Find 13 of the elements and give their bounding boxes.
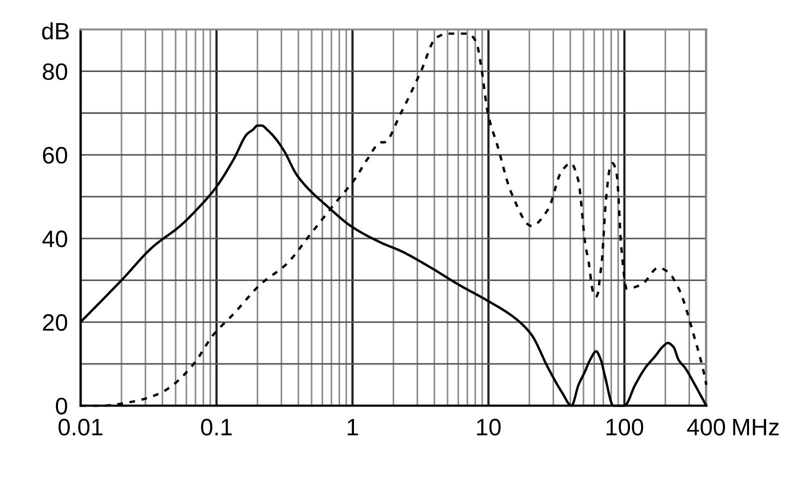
x-axis-title: MHz <box>733 418 779 436</box>
y-tick-label: 80 <box>42 63 68 80</box>
y-tick-label: 60 <box>43 146 68 164</box>
x-tick-label: 100 <box>606 418 644 436</box>
y-tick-label: 40 <box>42 230 68 248</box>
x-tick-label: 0.1 <box>201 418 232 436</box>
y-tick-label: 0 <box>56 398 68 414</box>
x-tick-label: 1 <box>348 419 358 436</box>
x-tick-label: 400 <box>687 418 726 436</box>
y-tick-label: 20 <box>43 314 68 331</box>
y-axis-title: dB <box>42 22 69 40</box>
x-tick-label: 0.01 <box>58 418 102 436</box>
x-tick-label: 10 <box>477 418 501 436</box>
